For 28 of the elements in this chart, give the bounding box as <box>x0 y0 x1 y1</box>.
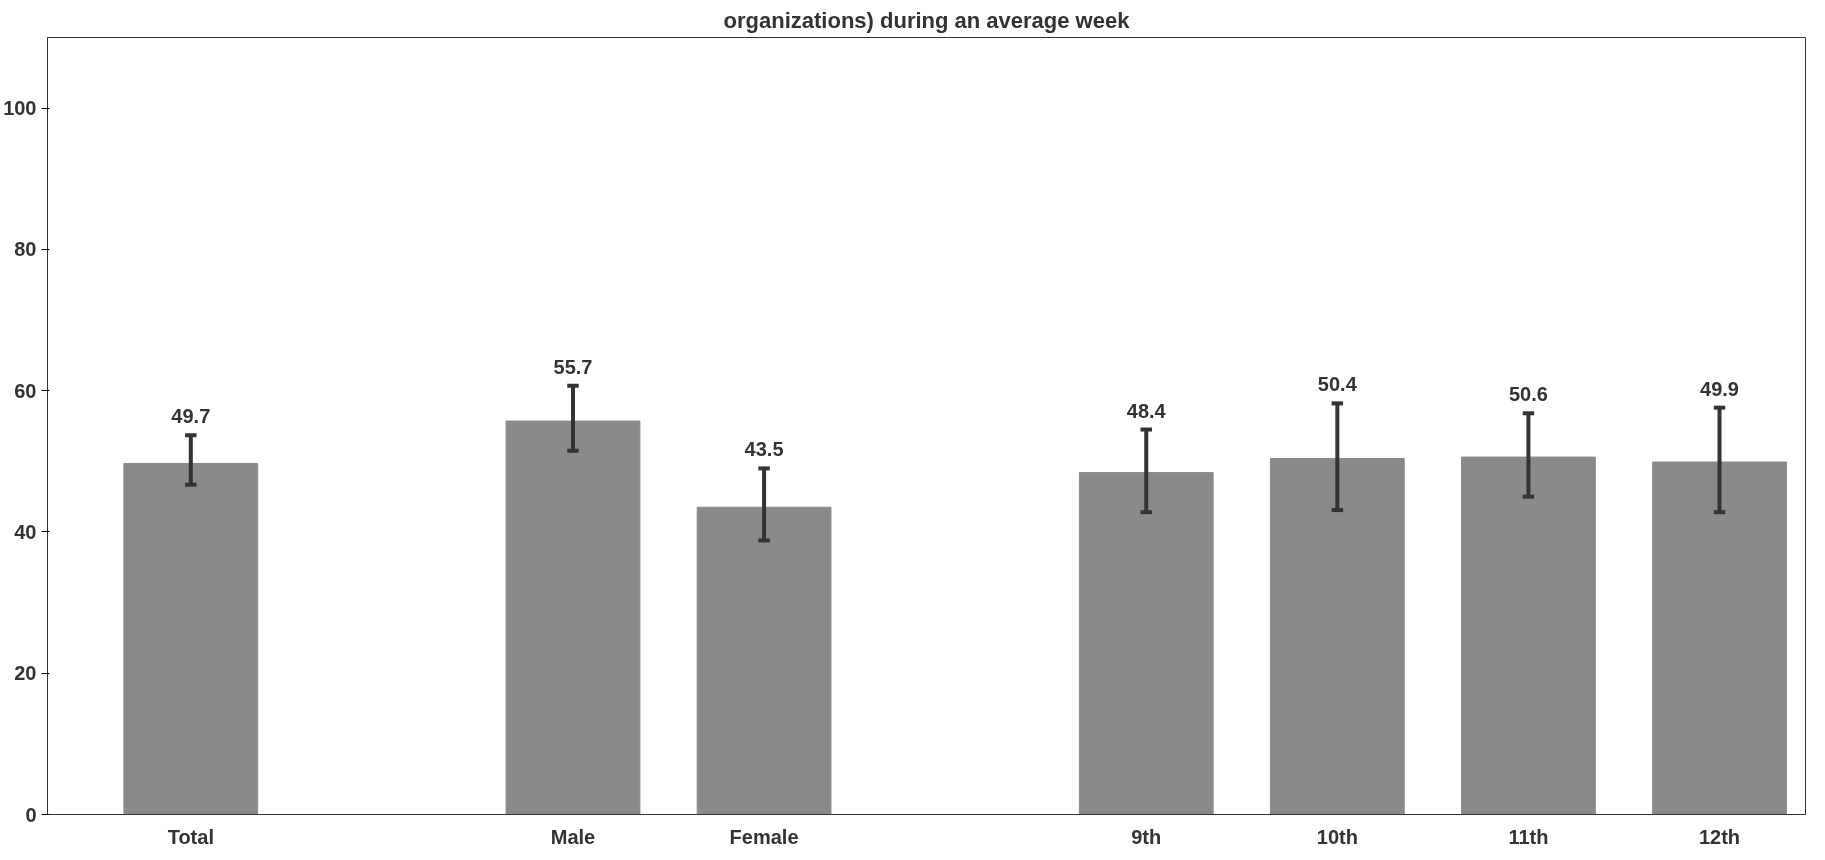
bar <box>1652 461 1787 815</box>
bar <box>1269 457 1405 815</box>
data-label: 43.5 <box>744 438 784 461</box>
x-tick-label: Female <box>729 825 799 848</box>
data-label: 55.7 <box>553 355 593 378</box>
data-label: 48.4 <box>1126 399 1167 422</box>
bar <box>1078 472 1214 815</box>
x-tick-label: 9th <box>1131 825 1162 848</box>
x-tick-label: 10th <box>1316 825 1358 848</box>
bar <box>696 506 832 815</box>
x-tick-label: Male <box>550 825 596 848</box>
data-label: 50.6 <box>1508 383 1548 406</box>
y-tick-label: 60 <box>14 379 37 402</box>
y-tick-label: 40 <box>14 520 37 543</box>
data-label: 49.9 <box>1700 377 1739 400</box>
y-tick-label: 100 <box>3 97 37 120</box>
y-tick-label: 80 <box>14 238 37 261</box>
x-tick-label: Total <box>167 825 214 848</box>
data-label: 49.7 <box>171 405 211 428</box>
x-tick-label: 12th <box>1698 825 1741 848</box>
y-tick-label: 20 <box>14 662 37 685</box>
y-tick-label: 0 <box>25 803 37 826</box>
chart-title: organizations) during an average week <box>723 7 1131 33</box>
bar <box>505 420 641 815</box>
bar <box>1461 456 1596 815</box>
bar <box>123 462 259 815</box>
data-label: 50.4 <box>1317 373 1358 396</box>
x-tick-label: 11th <box>1508 825 1549 848</box>
